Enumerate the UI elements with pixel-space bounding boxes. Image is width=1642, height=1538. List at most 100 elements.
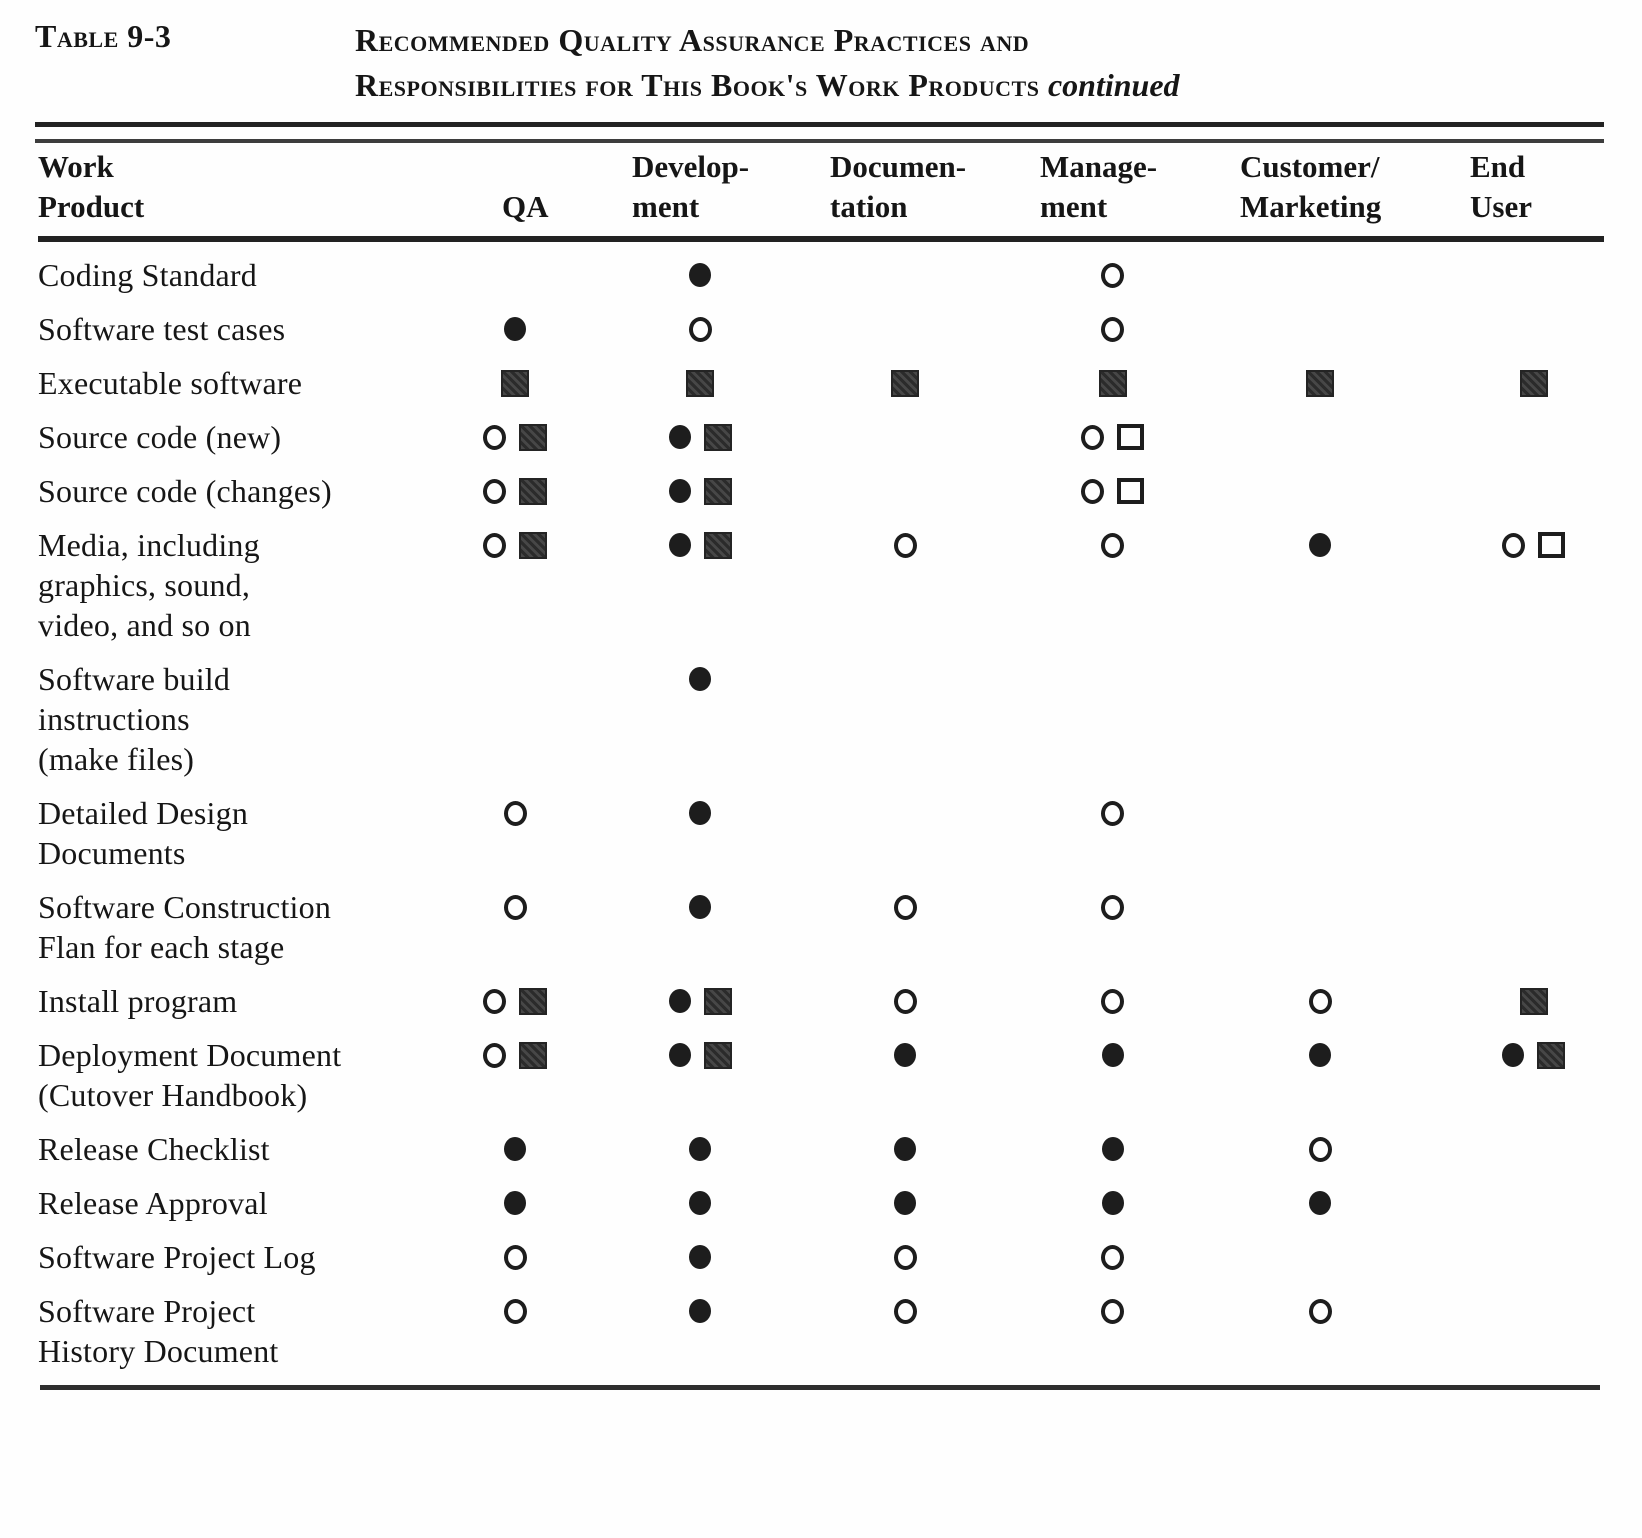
work-product-label: Install program (0, 981, 430, 1021)
column-header-line: Work (38, 149, 114, 184)
cell-management (1010, 887, 1215, 927)
cell-management (1010, 1291, 1215, 1331)
open-circle-icon (1081, 478, 1104, 504)
open-circle-icon (688, 316, 712, 342)
open-circle-icon (893, 1298, 917, 1324)
filled-circle-icon (1101, 1043, 1124, 1067)
table-row: Software test cases (0, 309, 1642, 349)
filled-circle-icon (894, 1137, 916, 1161)
filled-square-icon (1537, 1041, 1565, 1069)
work-product-label-line: Media, including (38, 527, 260, 563)
cell-development (600, 1183, 800, 1223)
work-product-label-line: Software Project (38, 1293, 256, 1329)
filled-circle-icon (689, 1137, 711, 1161)
work-product-label-line: Detailed Design (38, 795, 249, 831)
cell-qa (430, 1237, 600, 1277)
filled-circle-icon (894, 1043, 916, 1067)
table-row: Release Checklist (0, 1129, 1642, 1169)
cell-customer-marketing (1215, 417, 1425, 457)
table-row: Software Project History Document (0, 1291, 1642, 1371)
table-row: Executable software (0, 363, 1642, 403)
work-product-label-line: (Cutover Handbook) (38, 1077, 308, 1113)
cell-documentation (800, 525, 1010, 565)
table-row: Deployment Document (Cutover Handbook) (0, 1035, 1642, 1115)
cell-development (600, 363, 800, 403)
cell-customer-marketing (1215, 1291, 1425, 1331)
open-circle-icon (503, 1298, 527, 1324)
cell-development (600, 255, 800, 295)
column-header-development: Develop- ment (600, 147, 800, 227)
open-circle-icon (483, 478, 506, 504)
cell-management (1010, 1183, 1215, 1223)
cell-development (600, 1129, 800, 1169)
open-circle-icon (1502, 532, 1525, 558)
work-product-label-line: instructions (38, 701, 190, 737)
work-product-label-line: Release Checklist (38, 1131, 270, 1167)
filled-square-icon (519, 987, 547, 1015)
work-product-label-line: Install program (38, 983, 238, 1019)
cell-management (1010, 471, 1215, 511)
cell-end-user (1425, 1237, 1642, 1277)
table-row: Media, including graphics, sound, video, a… (0, 525, 1642, 645)
column-header-end-user: End User (1425, 147, 1642, 227)
cell-customer-marketing (1215, 1183, 1425, 1223)
filled-circle-icon (689, 1191, 711, 1215)
cell-customer-marketing (1215, 1129, 1425, 1169)
table-row: Detailed Design Documents (0, 793, 1642, 873)
open-circle-icon (1101, 262, 1124, 288)
cell-development (600, 417, 800, 457)
cell-documentation (800, 471, 1010, 511)
open-circle-icon (483, 988, 506, 1014)
work-product-label: Deployment Document (Cutover Handbook) (0, 1035, 430, 1115)
cell-qa (430, 1183, 600, 1223)
work-product-label: Executable software (0, 363, 430, 403)
filled-circle-icon (689, 801, 711, 825)
cell-end-user (1425, 255, 1642, 295)
cell-documentation (800, 1237, 1010, 1277)
column-header-line: End (1470, 149, 1526, 184)
open-circle-icon (1101, 894, 1124, 920)
cell-documentation (800, 255, 1010, 295)
cell-customer-marketing (1215, 793, 1425, 833)
cell-end-user (1425, 309, 1642, 349)
open-circle-icon (893, 894, 917, 920)
cell-documentation (800, 887, 1010, 927)
cell-qa (430, 793, 600, 833)
cell-documentation (800, 1129, 1010, 1169)
cell-end-user (1425, 1035, 1642, 1075)
filled-circle-icon (1101, 1191, 1124, 1215)
cell-qa (430, 887, 600, 927)
cell-development (600, 887, 800, 927)
column-header-line: ment (632, 189, 700, 224)
work-product-label: Software Project History Document (0, 1291, 430, 1371)
open-circle-icon (1308, 1136, 1332, 1162)
filled-circle-icon (504, 317, 526, 341)
cell-end-user (1425, 471, 1642, 511)
column-header-line: Develop- (632, 149, 750, 184)
column-header-management: Manage- ment (1010, 147, 1215, 227)
work-product-label: Media, including graphics, sound, video, a… (0, 525, 430, 645)
cell-qa (430, 981, 600, 1021)
work-product-label-line: Software test cases (38, 311, 286, 347)
filled-circle-icon (668, 533, 691, 557)
filled-circle-icon (689, 263, 711, 287)
work-product-label-line: graphics, sound, (38, 567, 251, 603)
cell-customer-marketing (1215, 525, 1425, 565)
cell-qa (430, 1035, 600, 1075)
cell-qa (430, 1129, 600, 1169)
table-row: Release Approval (0, 1183, 1642, 1223)
cell-customer-marketing (1215, 1237, 1425, 1277)
work-product-label-line: Source code (changes) (38, 473, 332, 509)
open-circle-icon (893, 988, 917, 1014)
cell-customer-marketing (1215, 363, 1425, 403)
filled-circle-icon (689, 1245, 711, 1269)
table-body: Coding Standard Software test cases Execut… (0, 242, 1642, 1371)
table-row: Coding Standard (0, 255, 1642, 295)
column-header-customer-marketing: Customer/ Marketing (1215, 147, 1425, 227)
open-circle-icon (503, 894, 527, 920)
open-square-icon (1117, 424, 1144, 450)
cell-management (1010, 309, 1215, 349)
filled-circle-icon (504, 1191, 526, 1215)
top-double-rule (35, 122, 1604, 143)
